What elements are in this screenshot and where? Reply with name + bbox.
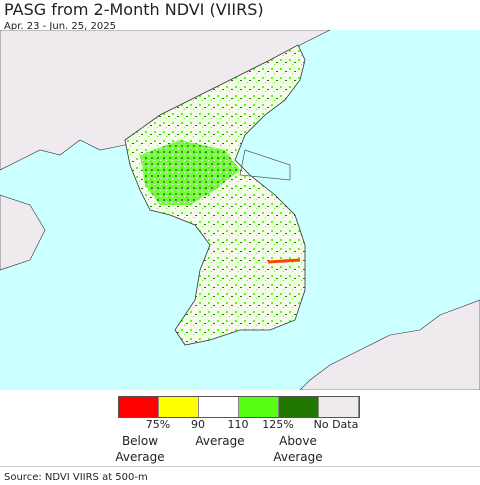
legend-swatch [279,397,319,417]
legend-swatch [119,397,159,417]
legend-tick-label: 125% [262,418,294,431]
legend-tick-label: No Data [313,418,359,431]
legend-swatch [319,397,359,417]
legend-tick-label: 110 [227,418,249,431]
subtitle: Apr. 23 - Jun. 25, 2025 [4,21,116,32]
legend-tick-label: 75% [145,418,171,431]
title: PASG from 2-Month NDVI (VIIRS) [4,0,264,19]
divider [0,466,480,467]
legend-class-label: Above Average [273,434,323,464]
legend-swatch [199,397,239,417]
legend-swatch [159,397,199,417]
legend-class-label: Average [195,434,245,448]
legend-class-label: Below Average [115,434,165,464]
legend-swatch [239,397,279,417]
source: Source: NDVI VIIRS at 500-m [4,472,148,483]
legend-bar [118,396,360,418]
map [0,30,480,390]
legend-tick-label: 90 [191,418,205,431]
